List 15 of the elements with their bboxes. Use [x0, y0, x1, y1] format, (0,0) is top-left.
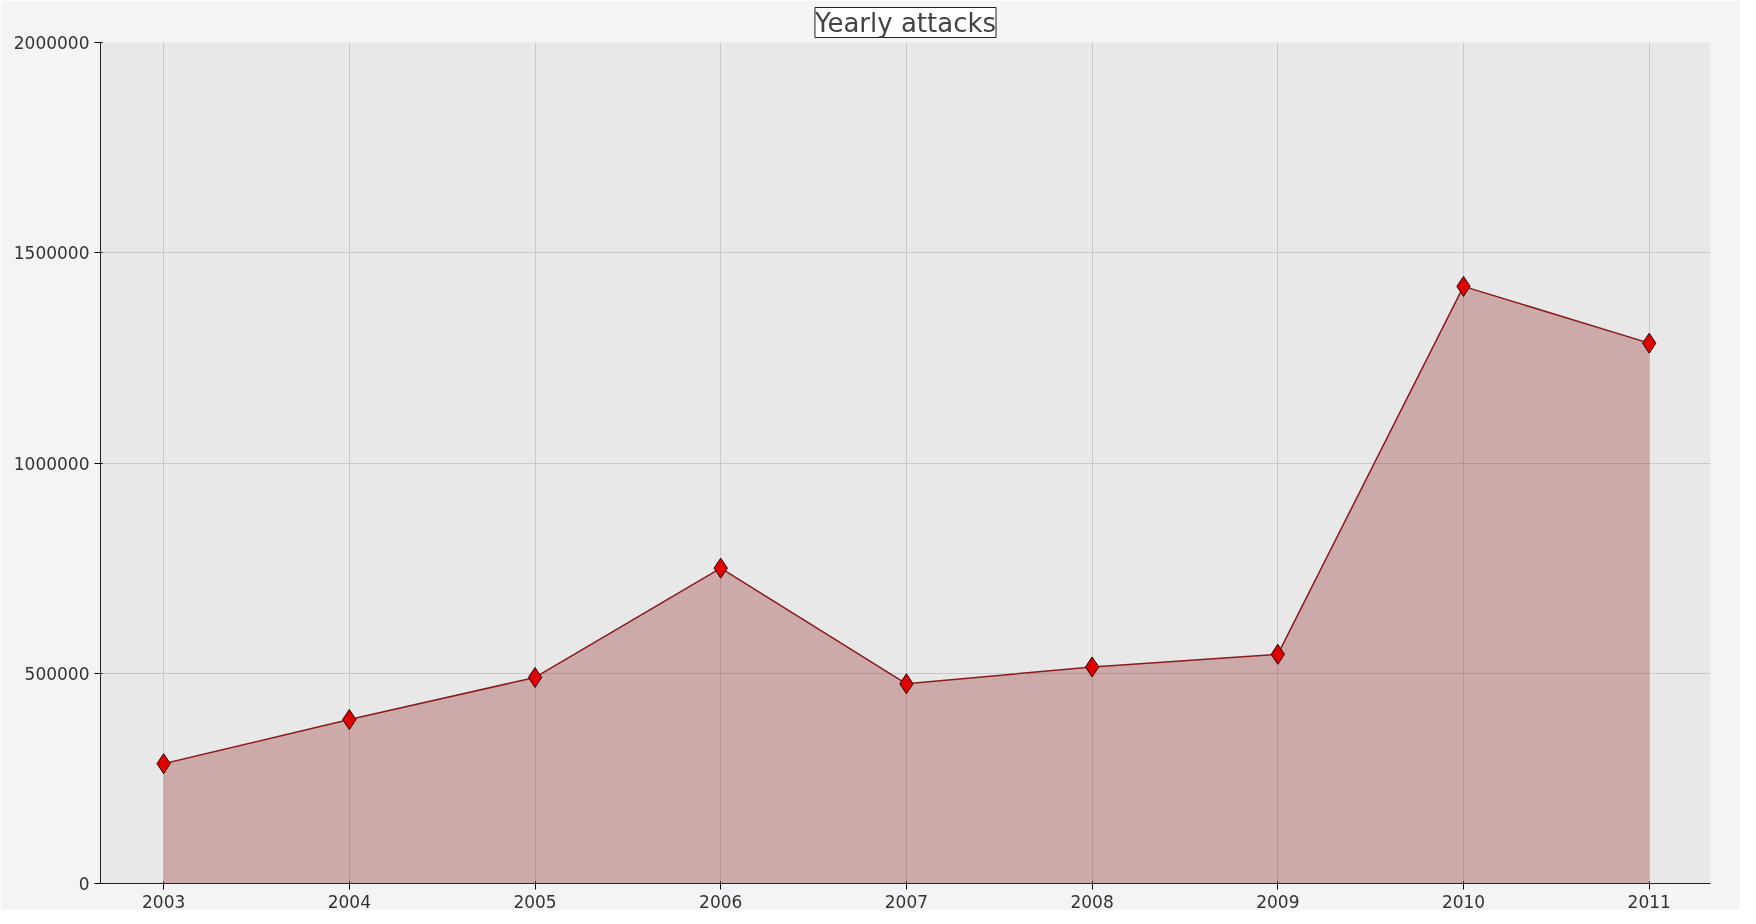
x-tick-label: 2011 — [1627, 891, 1671, 912]
y-tick-label: 0 — [78, 874, 90, 894]
x-tick-label: 2003 — [142, 891, 186, 912]
y-tick-label: 1000000 — [13, 453, 90, 474]
x-tick-label: 2005 — [513, 891, 557, 912]
x-tick-label: 2006 — [699, 891, 743, 912]
chart-title: Yearly attacks — [813, 7, 997, 38]
y-tick-label: 1500000 — [13, 243, 90, 264]
y-tick-label: 2000000 — [13, 33, 90, 53]
y-tick-label: 500000 — [24, 663, 90, 684]
x-tick-label: 2010 — [1441, 891, 1486, 912]
x-tick-label: 2008 — [1070, 891, 1114, 912]
x-tick-label: 2004 — [327, 891, 371, 912]
x-tick-label: 2009 — [1256, 891, 1300, 912]
x-tick-label: 2007 — [884, 891, 929, 912]
